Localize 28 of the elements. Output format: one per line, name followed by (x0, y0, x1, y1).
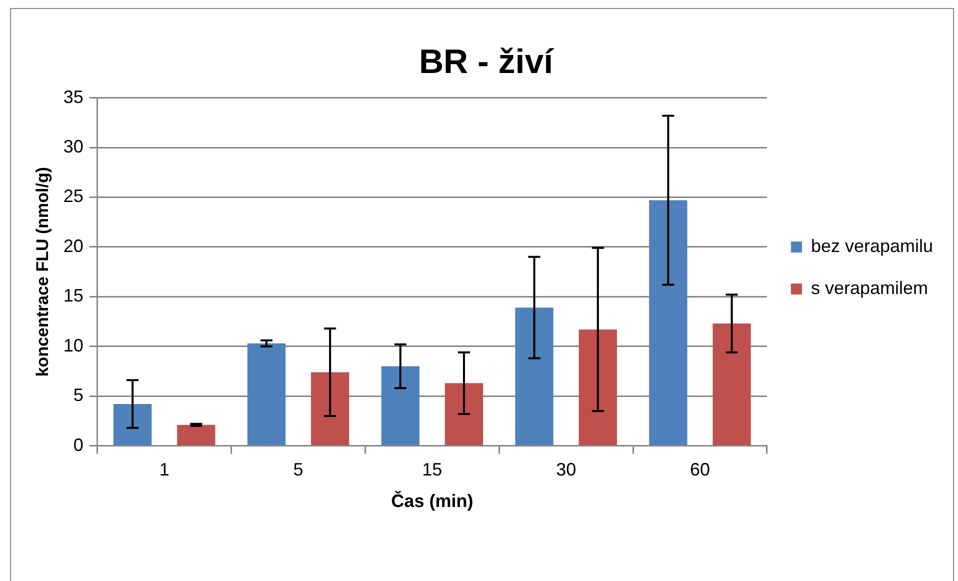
y-tick-label: 35 (63, 86, 84, 107)
x-tick-label: 60 (690, 460, 710, 480)
bar (310, 372, 350, 446)
bar (381, 366, 420, 446)
y-tick-label: 15 (63, 286, 84, 306)
legend-label: s verapamilem (810, 278, 928, 298)
chart-title: BR - živí (418, 42, 555, 81)
bar (649, 200, 688, 446)
y-axis-title: koncentrace FLU (nmol/g) (32, 166, 52, 377)
bar (247, 343, 286, 446)
x-axis-title: Čas (min) (391, 490, 474, 512)
y-tick-label: 10 (63, 335, 84, 356)
bar (444, 383, 484, 446)
bar (578, 329, 617, 446)
y-tick-label: 25 (63, 186, 84, 206)
y-tick-label: 5 (73, 385, 84, 406)
y-tick-label: 20 (63, 236, 84, 256)
x-tick-label: 30 (556, 460, 576, 480)
y-tick-label: 30 (63, 136, 84, 156)
bar (177, 424, 216, 446)
x-tick-label: 5 (293, 460, 304, 480)
x-tick-label: 15 (422, 460, 442, 480)
bar (113, 404, 152, 446)
legend-label: bez verapamilu (810, 236, 933, 256)
x-tick-label: 1 (159, 460, 170, 480)
bar (515, 308, 554, 446)
bar (712, 324, 751, 446)
y-tick-label: 0 (73, 434, 84, 455)
